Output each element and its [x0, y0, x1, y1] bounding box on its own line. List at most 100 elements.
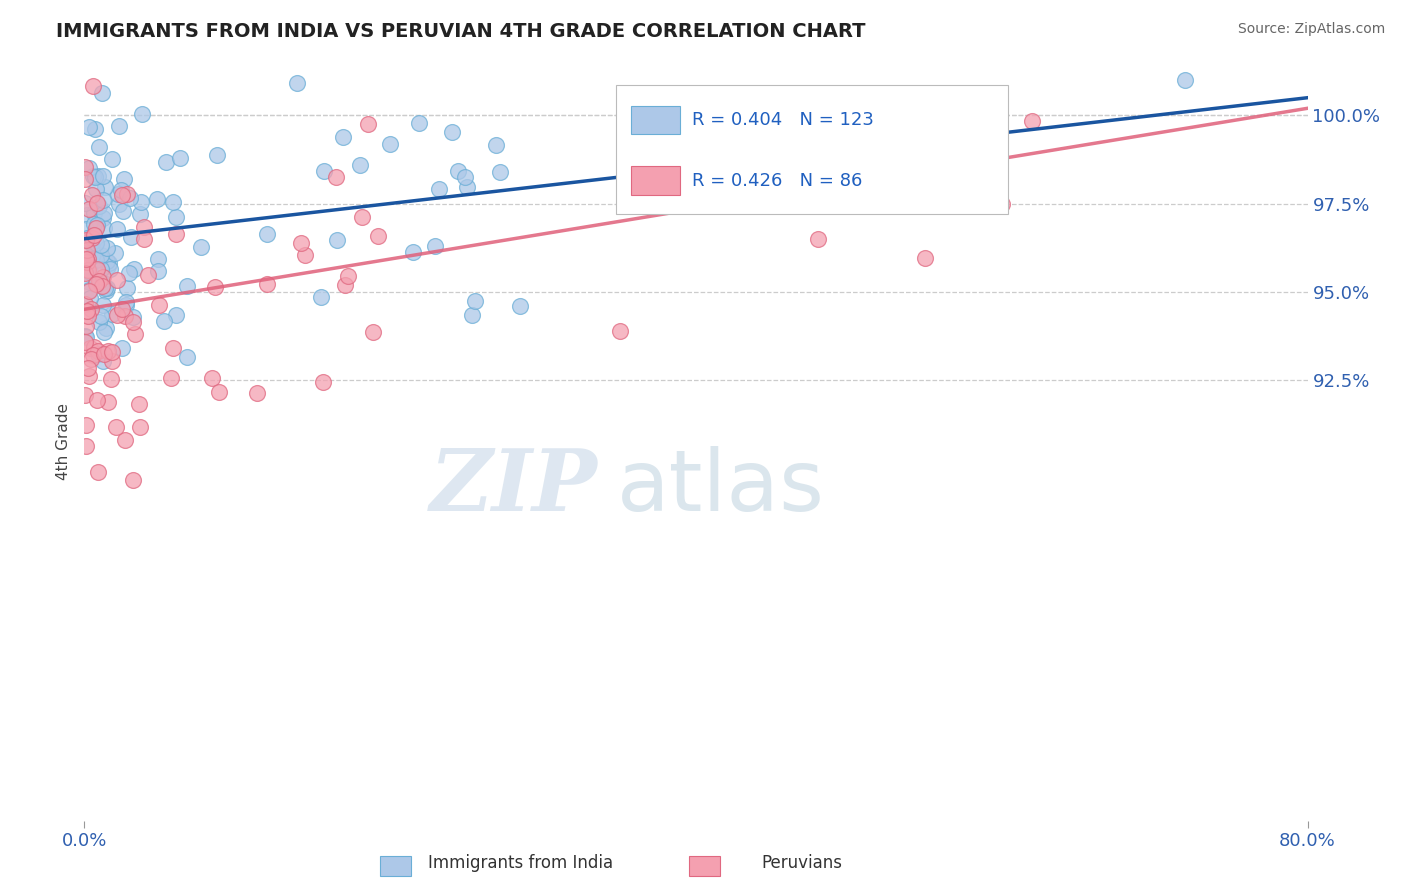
- Text: IMMIGRANTS FROM INDIA VS PERUVIAN 4TH GRADE CORRELATION CHART: IMMIGRANTS FROM INDIA VS PERUVIAN 4TH GR…: [56, 22, 866, 41]
- Point: [82, 347, 104, 361]
- Point: [205, 147, 228, 161]
- Point: [90, 275, 112, 289]
- Point: [84, 169, 107, 184]
- Point: [311, 290, 333, 304]
- Point: [290, 236, 312, 251]
- Point: [294, 248, 316, 262]
- Point: [489, 165, 512, 179]
- Point: [79, 342, 101, 356]
- Point: [176, 350, 198, 364]
- Point: [162, 341, 184, 355]
- Point: [86, 195, 108, 210]
- Point: [84, 275, 107, 289]
- Point: [75, 329, 97, 343]
- Point: [129, 420, 152, 434]
- Point: [807, 232, 830, 246]
- Point: [93, 193, 115, 207]
- Point: [101, 152, 124, 166]
- Text: R = 0.404   N = 123: R = 0.404 N = 123: [692, 112, 875, 129]
- Point: [91, 269, 114, 284]
- Point: [914, 252, 936, 266]
- Point: [105, 273, 128, 287]
- Point: [96, 254, 118, 268]
- Point: [914, 158, 936, 172]
- Point: [83, 206, 105, 220]
- Point: [97, 395, 120, 409]
- Y-axis label: 4th Grade: 4th Grade: [56, 403, 72, 480]
- Point: [165, 210, 187, 224]
- Point: [146, 264, 169, 278]
- Point: [90, 248, 112, 262]
- Point: [114, 295, 136, 310]
- Point: [79, 368, 101, 383]
- Point: [80, 235, 103, 250]
- Point: [79, 291, 101, 305]
- Point: [114, 298, 136, 312]
- Point: [83, 340, 105, 354]
- Text: Peruvians: Peruvians: [761, 855, 842, 872]
- Point: [91, 169, 114, 183]
- Point: [256, 227, 278, 242]
- Point: [80, 249, 103, 263]
- Point: [90, 262, 112, 277]
- Point: [76, 309, 98, 323]
- Point: [96, 281, 118, 295]
- Point: [98, 261, 121, 276]
- Point: [100, 345, 122, 359]
- Point: [114, 309, 136, 323]
- Text: atlas: atlas: [616, 445, 824, 529]
- Point: [87, 465, 110, 479]
- Point: [77, 202, 100, 216]
- Point: [75, 319, 97, 334]
- Point: [115, 187, 138, 202]
- Point: [91, 211, 114, 225]
- Point: [111, 301, 134, 316]
- Point: [75, 195, 97, 210]
- Point: [84, 277, 107, 291]
- Point: [169, 152, 191, 166]
- Point: [131, 107, 153, 121]
- Point: [105, 309, 128, 323]
- Point: [509, 299, 531, 313]
- Point: [86, 218, 108, 232]
- Point: [87, 315, 110, 329]
- Point: [75, 233, 97, 247]
- Point: [146, 192, 169, 206]
- Point: [129, 194, 152, 209]
- Point: [159, 370, 181, 384]
- Point: [246, 385, 269, 400]
- Point: [75, 171, 97, 186]
- Point: [105, 420, 128, 434]
- Point: [76, 263, 98, 277]
- Point: [76, 243, 98, 257]
- Point: [87, 344, 110, 359]
- Point: [132, 219, 155, 234]
- Point: [454, 170, 477, 185]
- Point: [84, 182, 107, 196]
- Point: [440, 125, 463, 139]
- Point: [114, 433, 136, 447]
- Point: [80, 351, 103, 366]
- Point: [80, 302, 103, 317]
- Point: [335, 278, 357, 293]
- Point: [97, 256, 120, 270]
- Point: [93, 346, 115, 360]
- Point: [86, 393, 108, 408]
- Point: [101, 307, 124, 321]
- Point: [609, 324, 631, 338]
- Point: [77, 283, 100, 297]
- Point: [165, 227, 187, 242]
- Point: [82, 169, 104, 183]
- Point: [76, 230, 98, 244]
- Point: [93, 325, 115, 339]
- Point: [86, 346, 108, 360]
- Text: Source: ZipAtlas.com: Source: ZipAtlas.com: [1237, 22, 1385, 37]
- Point: [108, 119, 131, 133]
- Point: [91, 353, 114, 368]
- Point: [75, 266, 97, 280]
- Point: [94, 179, 117, 194]
- Point: [105, 222, 128, 236]
- Point: [208, 384, 231, 399]
- Point: [363, 326, 385, 340]
- Point: [148, 298, 170, 312]
